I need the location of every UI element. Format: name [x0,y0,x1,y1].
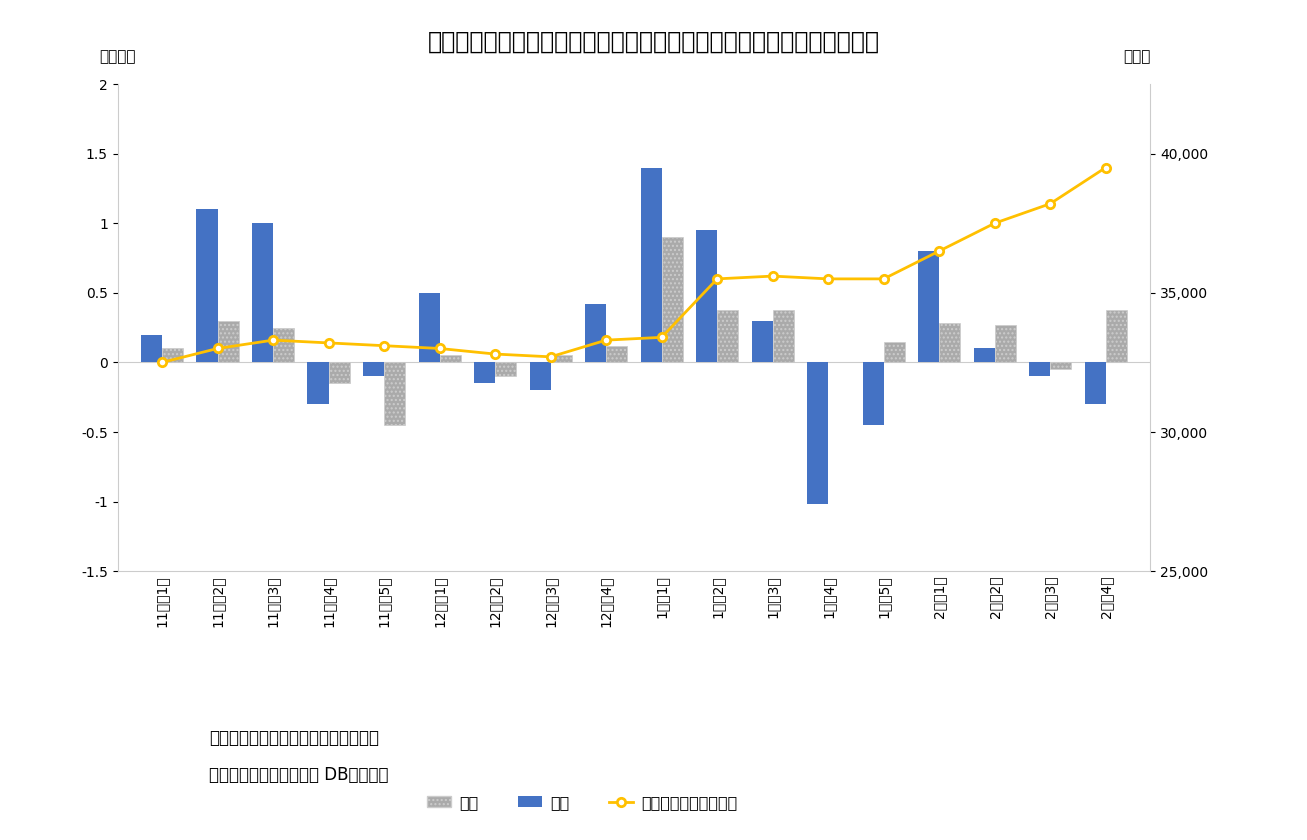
Bar [884,342,904,362]
Bar [162,349,183,362]
日経平均株価〈右軸〉 [154,357,170,367]
Text: 図表２　海外投賄家は４カ月連続買い越しも、現物は第３週に売り越し: 図表２ 海外投賄家は４カ月連続買い越しも、現物は第３週に売り越し [427,29,880,54]
Bar [141,334,162,362]
日経平均株価〈右軸〉 [431,344,447,354]
日経平均株価〈右軸〉 [599,335,614,345]
Bar [718,309,738,362]
Text: 〈円〉: 〈円〉 [1123,50,1150,65]
Text: （注）海外投賄家の現物と先物、週次: （注）海外投賄家の現物と先物、週次 [209,729,379,748]
Bar [474,362,495,383]
Bar [196,209,217,362]
Bar [974,349,995,362]
Bar [495,362,516,376]
Bar [1106,309,1127,362]
Bar [550,355,571,362]
Bar [752,321,772,362]
Bar [217,321,239,362]
Bar [697,230,718,362]
Bar [640,167,661,362]
Bar [439,355,460,362]
日経平均株価〈右軸〉 [765,271,780,281]
Line: 日経平均株価〈右軸〉: 日経平均株価〈右軸〉 [158,163,1110,366]
Bar [995,325,1016,362]
Text: （資料）ニッセイ基礎研 DBから作成: （資料）ニッセイ基礎研 DBから作成 [209,765,388,784]
日経平均株価〈右軸〉 [209,344,225,354]
Bar [252,223,273,362]
Bar [1029,362,1051,376]
Bar [307,362,328,404]
日経平均株価〈右軸〉 [876,274,891,284]
Bar [529,362,550,391]
日経平均株価〈右軸〉 [376,341,392,351]
Bar [940,323,961,362]
Bar [1051,362,1072,370]
Legend: 現物, 先物, 日経平均株価〈右軸〉: 現物, 先物, 日経平均株価〈右軸〉 [421,789,744,816]
Bar [586,304,606,362]
Bar [606,346,627,362]
日経平均株価〈右軸〉 [1043,199,1059,209]
日経平均株価〈右軸〉 [821,274,836,284]
Bar [384,362,405,425]
日経平均株価〈右軸〉 [1098,162,1114,172]
Text: 〈兆円〉: 〈兆円〉 [99,50,136,65]
Bar [328,362,350,383]
日経平均株価〈右軸〉 [265,335,281,345]
日経平均株価〈右軸〉 [542,352,558,362]
日経平均株価〈右軸〉 [710,274,725,284]
Bar [772,309,793,362]
日経平均株価〈右軸〉 [654,333,669,343]
日経平均株価〈右軸〉 [932,246,948,256]
Bar [418,293,439,362]
Bar [808,362,829,504]
日経平均株価〈右軸〉 [987,218,1002,228]
Bar [1085,362,1106,404]
Bar [363,362,384,376]
Bar [918,251,940,362]
Bar [863,362,884,425]
日経平均株価〈右軸〉 [488,349,503,359]
Bar [273,328,294,362]
Bar [661,237,682,362]
日経平均株価〈右軸〉 [320,338,336,348]
